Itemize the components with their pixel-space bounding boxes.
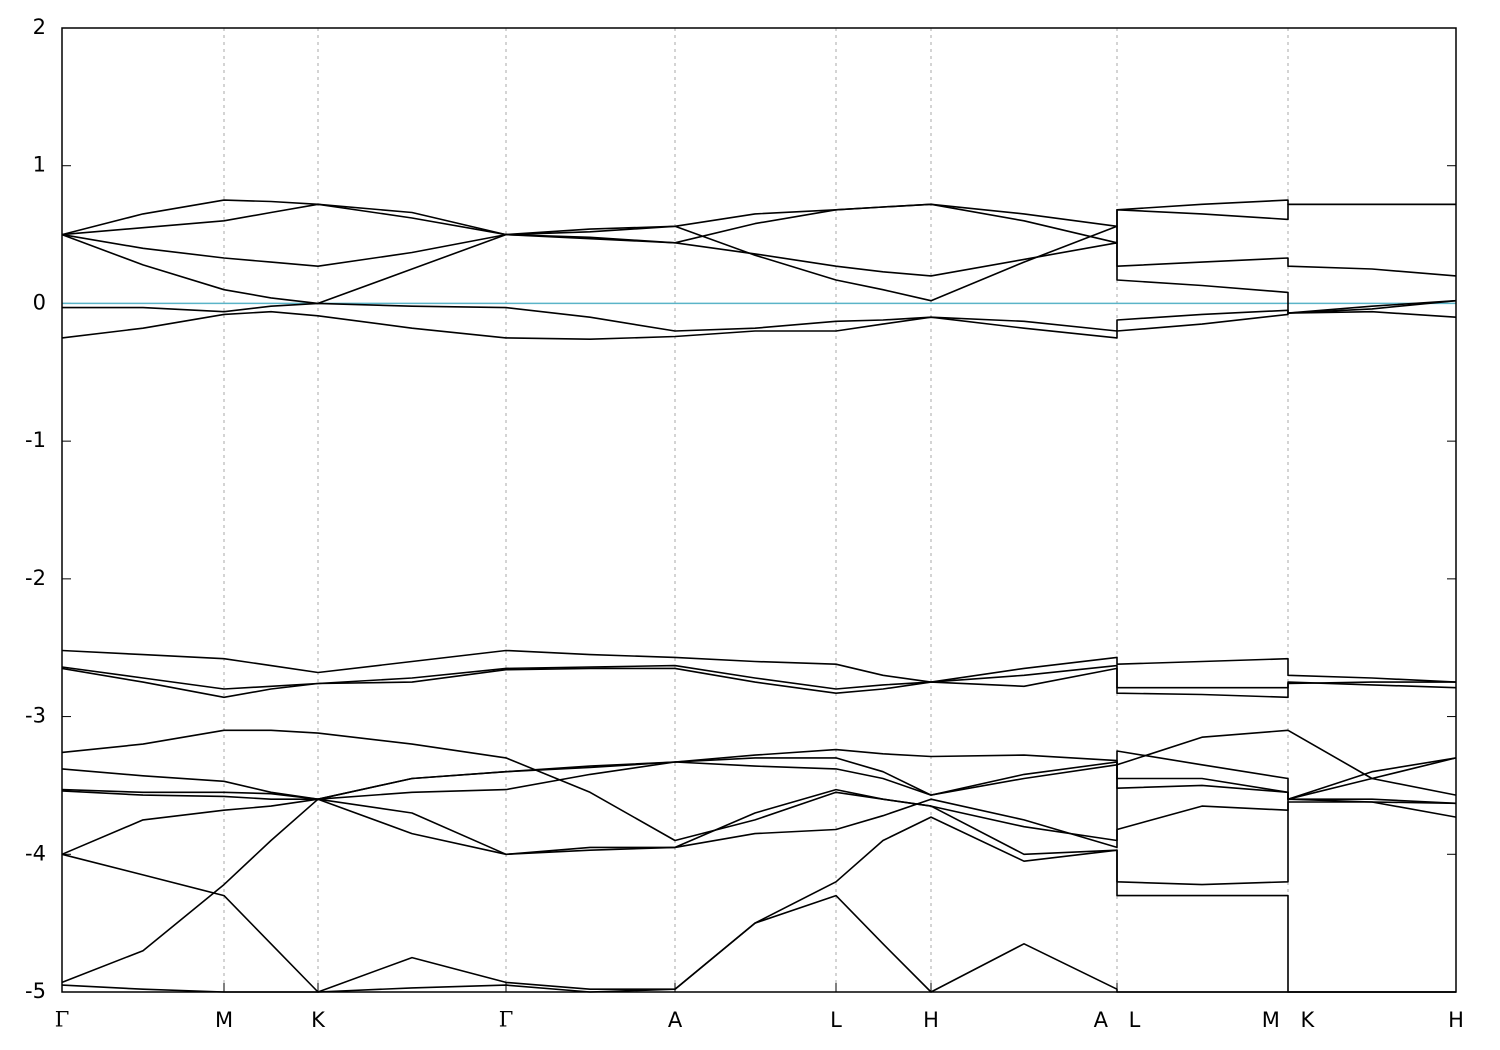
band-line xyxy=(61,649,1457,683)
y-tick-label: 0 xyxy=(33,290,46,314)
x-tick-label: L xyxy=(830,1008,842,1032)
band-line xyxy=(62,302,1457,339)
band-line xyxy=(61,664,1456,690)
y-tick-label: -1 xyxy=(25,428,46,452)
band-line xyxy=(61,757,1457,984)
band-line xyxy=(61,788,1457,886)
x-tick-label: M xyxy=(215,1008,233,1032)
plot-frame xyxy=(61,27,1457,993)
band-line xyxy=(61,729,1457,842)
y-tick-label: -4 xyxy=(25,841,46,865)
x-tick-label: Γ xyxy=(55,1008,70,1032)
y-tick-label: -3 xyxy=(25,704,46,728)
y-tick-label: -2 xyxy=(25,566,46,590)
band-line xyxy=(61,203,1456,244)
x-tick-label: H xyxy=(923,1008,939,1032)
band-line xyxy=(61,233,1457,277)
x-tick-label: K xyxy=(311,1008,326,1032)
y-tick-label: 1 xyxy=(33,153,46,177)
band-line xyxy=(61,729,1457,800)
band-line xyxy=(61,757,1457,800)
band-line xyxy=(61,790,1457,856)
y-tick-label: 2 xyxy=(33,15,46,39)
band-line xyxy=(61,667,1457,699)
y-tick-label: -5 xyxy=(25,979,46,1003)
x-tick-label: H xyxy=(1448,1008,1464,1032)
band-line xyxy=(61,225,1457,314)
x-tick-label: M K xyxy=(1262,1008,1316,1032)
x-tick-label: A L xyxy=(1094,1008,1141,1032)
x-tick-label: Γ xyxy=(499,1008,514,1032)
x-tick-label: A xyxy=(668,1008,683,1032)
band-line xyxy=(61,299,1457,340)
